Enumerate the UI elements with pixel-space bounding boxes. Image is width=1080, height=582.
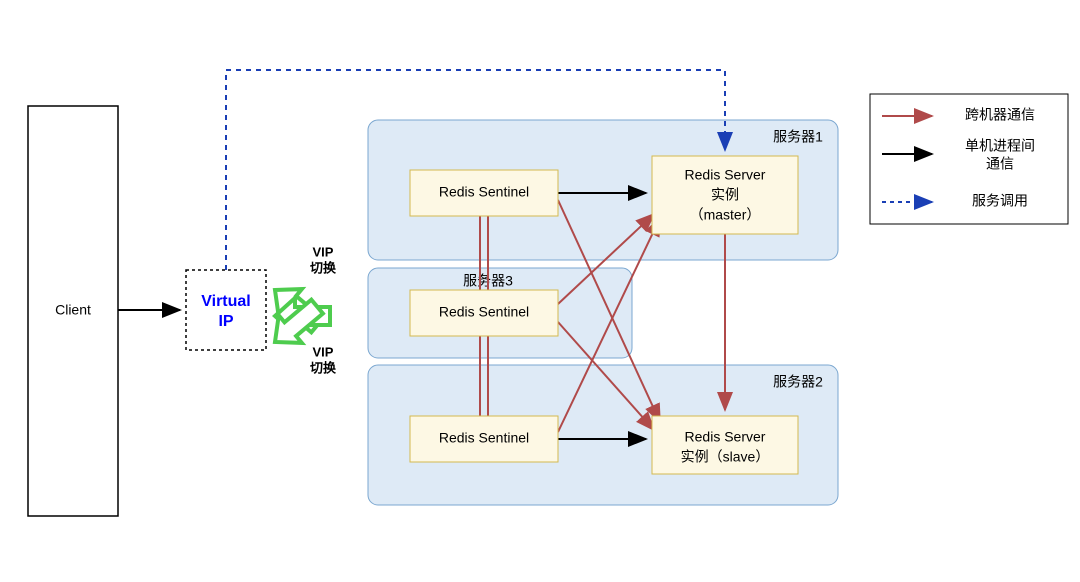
legend-label-0: 跨机器通信 xyxy=(965,107,1035,123)
master-label-1: 实例 xyxy=(711,187,739,203)
legend-label-2: 服务调用 xyxy=(972,193,1028,209)
master-label-0: Redis Server xyxy=(685,167,766,183)
vip-label-2: IP xyxy=(218,313,233,330)
legend-label-1-b: 通信 xyxy=(986,156,1014,172)
server-label-server2: 服务器2 xyxy=(773,374,823,390)
vip-switch-label-0-a: VIP xyxy=(313,244,334,259)
sentinel3-label: Redis Sentinel xyxy=(439,304,529,320)
sentinel1-label: Redis Sentinel xyxy=(439,184,529,200)
legend-label-1-a: 单机进程间 xyxy=(965,138,1035,154)
vip-label-1: Virtual xyxy=(201,293,251,310)
slave-box xyxy=(652,416,798,474)
vip-switch-label-1-b: 切换 xyxy=(310,360,337,375)
vip-switch-label-1-a: VIP xyxy=(313,344,334,359)
server-label-server1: 服务器1 xyxy=(773,129,823,145)
vip-switch-label-0-b: 切换 xyxy=(310,260,337,275)
master-label-2: （master） xyxy=(690,207,761,223)
sentinel2-label: Redis Sentinel xyxy=(439,430,529,446)
slave-label-1: 实例（slave） xyxy=(681,449,770,465)
architecture-diagram: 服务器1服务器3服务器2ClientVirtualIPRedis Sentine… xyxy=(0,0,1080,582)
client-label: Client xyxy=(55,302,91,318)
slave-label-0: Redis Server xyxy=(685,429,766,445)
